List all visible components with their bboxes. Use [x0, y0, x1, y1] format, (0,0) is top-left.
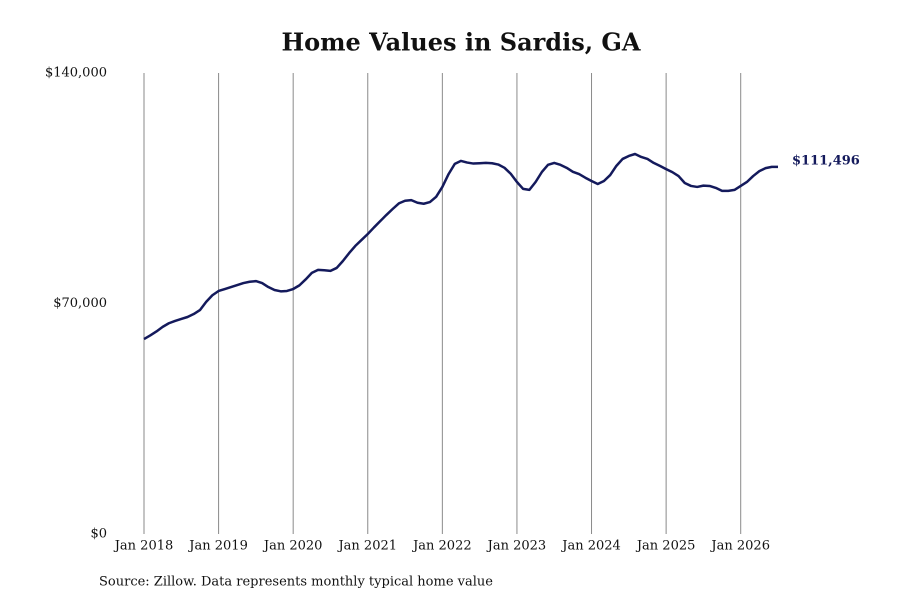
- chart-title: Home Values in Sardis, GA: [281, 28, 640, 57]
- x-tick-label: Jan 2022: [411, 539, 472, 554]
- x-tick-label: Jan 2023: [486, 539, 547, 554]
- source-note: Source: Zillow. Data represents monthly …: [99, 575, 493, 590]
- x-tick-label: Jan 2021: [336, 539, 397, 554]
- y-tick-label: $140,000: [45, 66, 107, 81]
- x-tick-label: Jan 2026: [709, 539, 770, 554]
- y-tick-label: $0: [90, 527, 107, 542]
- x-tick-label: Jan 2020: [262, 539, 323, 554]
- end-value-label: $111,496: [792, 153, 860, 168]
- y-tick-label: $70,000: [53, 296, 107, 311]
- x-tick-label: Jan 2024: [560, 539, 621, 554]
- x-tick-label: Jan 2018: [113, 539, 174, 554]
- x-tick-label: Jan 2019: [187, 539, 248, 554]
- line-series: [143, 152, 779, 341]
- x-tick-label: Jan 2025: [635, 539, 696, 554]
